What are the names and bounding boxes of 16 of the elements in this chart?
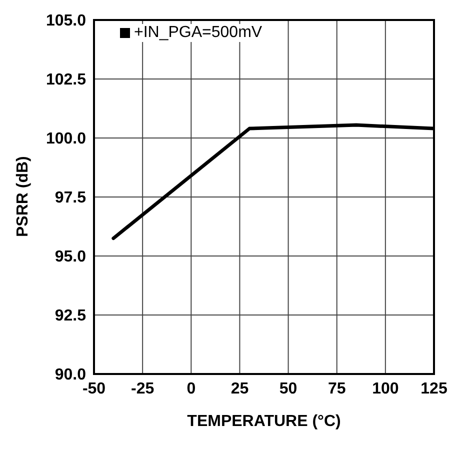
- y-tick-label: 100.0: [46, 130, 86, 148]
- x-tick-label: 100: [372, 380, 399, 398]
- y-tick-label: 105.0: [46, 12, 86, 30]
- y-tick-label: 102.5: [46, 72, 86, 89]
- legend-label: +IN_PGA=500mV: [134, 24, 262, 42]
- x-tick-label: -25: [131, 380, 154, 398]
- y-tick-label: 92.5: [54, 308, 86, 325]
- x-tick-label: 50: [279, 380, 298, 398]
- y-tick-label: 95.0: [54, 248, 86, 266]
- x-tick-label: 0: [186, 380, 196, 398]
- x-axis-title: TEMPERATURE (°C): [187, 413, 341, 430]
- y-tick-label: 97.5: [54, 190, 86, 207]
- x-tick-label: 25: [230, 380, 249, 398]
- y-axis-title: PSRR (dB): [14, 156, 32, 237]
- x-tick-label: 125: [420, 380, 448, 398]
- x-tick-label: 75: [328, 380, 346, 398]
